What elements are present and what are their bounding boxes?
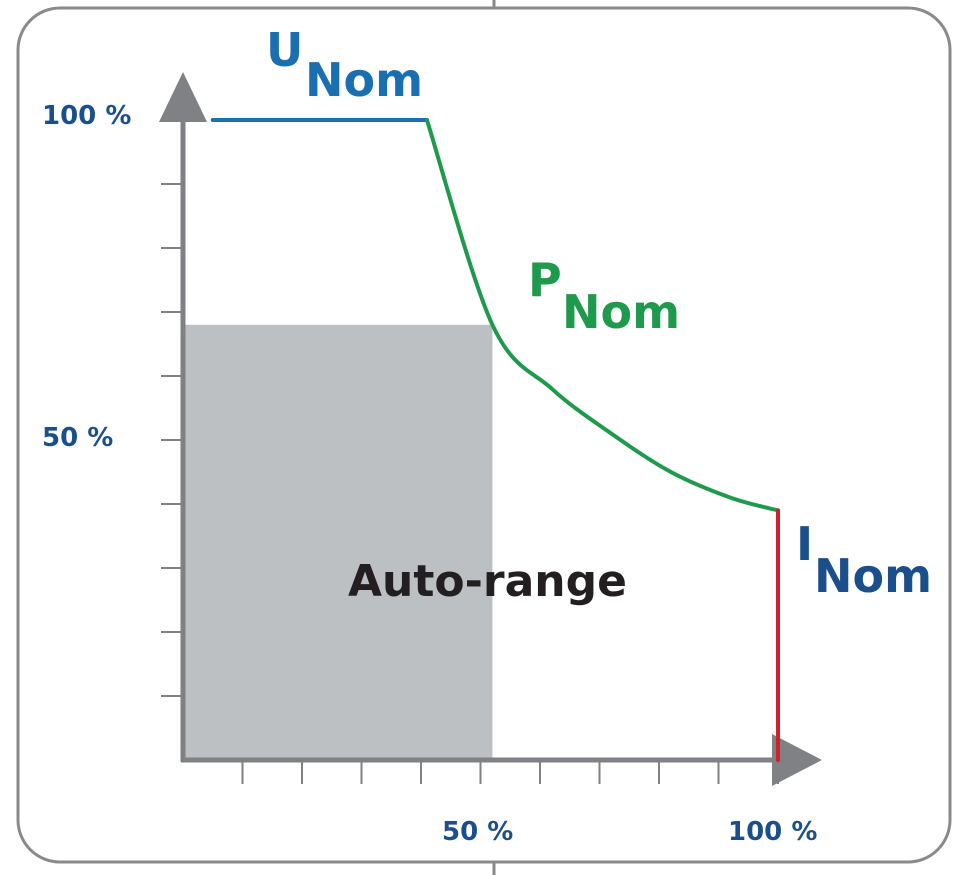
x-tick-label-100: 100 % [728, 817, 817, 847]
u-nom-label-sub: Nom [305, 53, 423, 107]
y-axis-ticks [161, 183, 183, 697]
y-tick-label-50: 50 % [42, 423, 113, 453]
y-axis-arrowhead [159, 72, 207, 122]
p-nom-label-main: P [528, 253, 562, 307]
y-tick-label-100: 100 % [42, 101, 131, 131]
p-nom-label-sub: Nom [562, 285, 680, 339]
curve-series [210, 118, 780, 762]
x-axis-arrowhead [772, 734, 822, 786]
i-nom-label-sub: Nom [814, 549, 932, 603]
series-line-pnom [424, 118, 780, 513]
i-nom-label-main: I [796, 517, 813, 571]
autorange-region [183, 324, 493, 760]
autorange-label: Auto-range [348, 556, 627, 607]
x-tick-label-50: 50 % [442, 817, 513, 847]
u-nom-label-main: U [266, 23, 303, 77]
